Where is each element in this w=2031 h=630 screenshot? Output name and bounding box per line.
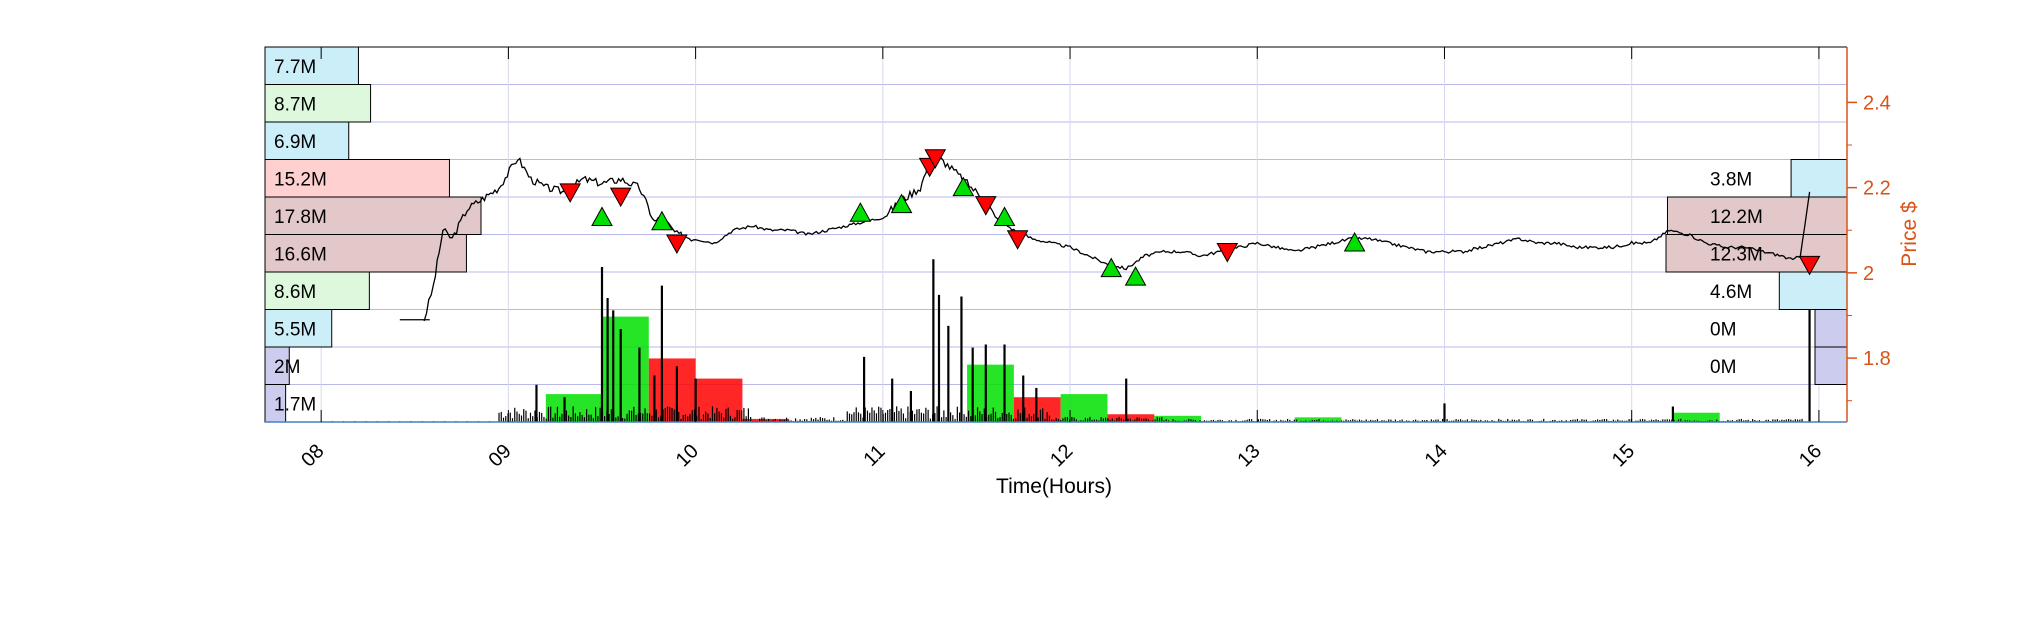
left-profile-label: 16.6M: [274, 244, 327, 265]
buy-signal-marker: [952, 176, 975, 197]
right-profile-label: 3.8M: [1710, 169, 1752, 190]
sell-signal-marker: [1006, 230, 1029, 250]
left-profile-label: 8.7M: [274, 94, 316, 115]
sell-signal-marker: [924, 149, 947, 169]
volume-block: [1294, 417, 1342, 422]
left-profile-label: 15.2M: [274, 169, 327, 190]
buy-signal-marker: [993, 206, 1016, 226]
right-profile-bar: [1790, 159, 1848, 198]
right-profile-label: 0M: [1710, 319, 1736, 340]
volume-blocks: [545, 316, 1720, 422]
buy-signal-marker: [591, 206, 613, 226]
x-tick-label: 15: [1608, 440, 1639, 471]
right-profile-label: 12.3M: [1710, 244, 1763, 265]
volume-block: [601, 316, 649, 422]
right-volume-profile: 3.8M 12.2M 12.3M 4.6M 0M 0M: [1665, 159, 1848, 385]
left-profile-bar: [264, 234, 467, 273]
left-profile-label: 5.5M: [274, 319, 316, 340]
left-profile-label: 7.7M: [274, 57, 316, 78]
left-profile-label: 17.8M: [274, 207, 327, 228]
left-profile-bar: [264, 84, 372, 123]
sell-signal-marker: [559, 183, 582, 203]
x-tick-label: 09: [484, 440, 515, 471]
y-axis-right: 1.8 2 2.2 2.4: [1847, 92, 1891, 402]
buy-signal-marker: [1124, 266, 1147, 286]
volume-block: [1154, 415, 1202, 422]
right-profile-label: 4.6M: [1710, 282, 1752, 303]
sell-signal-marker: [1798, 255, 1821, 276]
right-profile-bar: [1666, 196, 1848, 235]
y-axis-label-right: Price $: [1898, 201, 1921, 267]
left-profile-label: 2M: [274, 357, 300, 378]
left-profile-bar: [264, 196, 482, 235]
volume-block: [1672, 412, 1720, 422]
left-volume-profile: 7.7M 8.7M 6.9M 15.2M 17.8M 16.6M 8.6M 5.5M 2M 1.7…: [264, 46, 482, 423]
left-profile-label: 1.7M: [274, 394, 316, 415]
x-tick-label: 10: [672, 440, 703, 471]
y-tick-label: 2: [1863, 263, 1874, 285]
right-profile-bar: [1814, 346, 1848, 385]
x-tick-label: 11: [859, 441, 889, 471]
buy-signal-marker: [1100, 257, 1123, 278]
right-profile-label: 0M: [1710, 357, 1736, 378]
right-profile-bar: [1814, 309, 1848, 348]
x-tick-label: 12: [1046, 440, 1077, 471]
trade-signals: [559, 149, 1821, 286]
left-profile-bar: [264, 159, 450, 198]
x-tick-label: 16: [1795, 440, 1826, 471]
y-tick-label: 1.8: [1863, 348, 1891, 370]
x-tick-label: 13: [1233, 440, 1264, 471]
sell-signal-marker: [609, 187, 632, 208]
volume-block: [1060, 394, 1108, 422]
x-axis-label: Time(Hours): [996, 475, 1112, 498]
y-tick-label: 2.4: [1863, 92, 1891, 114]
sell-signal-marker: [974, 196, 997, 216]
y-tick-label: 2.2: [1863, 178, 1891, 200]
buy-signal-marker: [890, 193, 913, 214]
buy-signal-marker: [1343, 231, 1366, 252]
buy-signal-marker: [849, 202, 872, 222]
buy-signal-marker: [651, 210, 673, 231]
volume-block: [1107, 414, 1155, 422]
right-profile-label: 12.2M: [1710, 207, 1763, 228]
x-tick-label: 14: [1421, 440, 1452, 471]
sell-signal-marker: [666, 234, 688, 255]
left-profile-bar: [264, 121, 350, 160]
volume-block: [545, 394, 602, 422]
left-profile-bar: [264, 271, 370, 310]
x-tick-label: 08: [297, 440, 328, 471]
sell-signal-marker: [1216, 243, 1239, 263]
volume-block: [967, 364, 1014, 422]
right-profile-bar: [1665, 234, 1848, 273]
left-profile-label: 8.6M: [274, 282, 316, 303]
left-profile-label: 6.9M: [274, 132, 316, 153]
right-profile-bar: [1778, 271, 1848, 310]
